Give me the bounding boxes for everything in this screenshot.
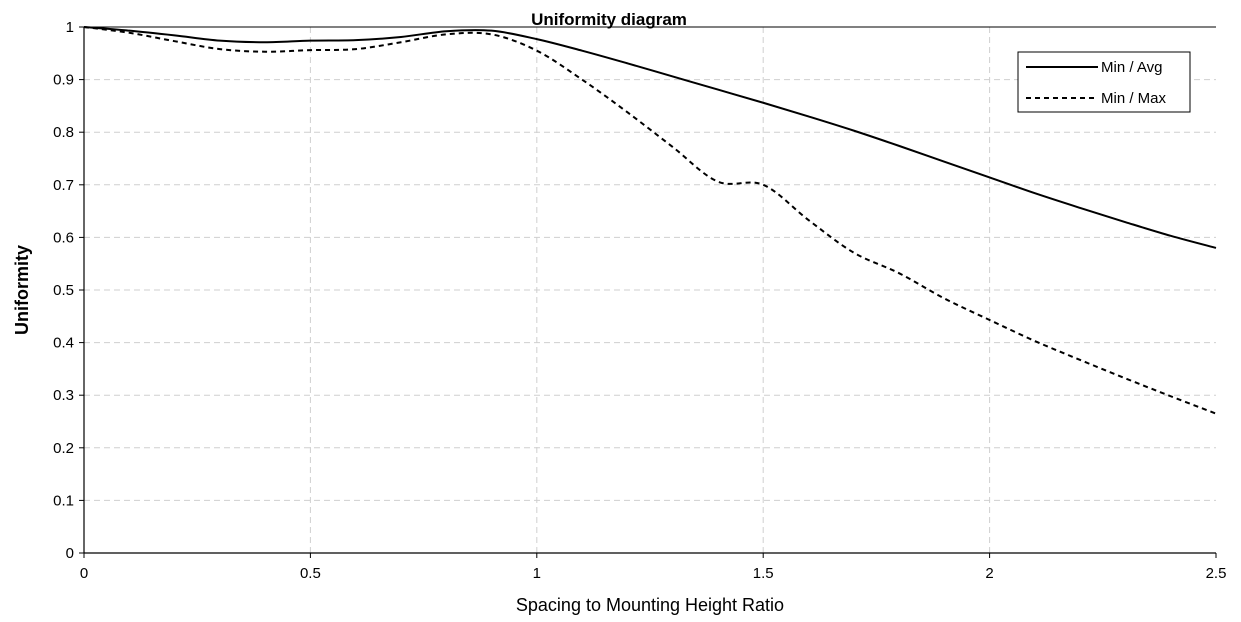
x-ticks: 0 0.5 1 1.5 2 2.5 — [80, 553, 1227, 582]
y-tick-label: 0.1 — [53, 492, 74, 509]
y-tick-label: 0.2 — [53, 440, 74, 457]
y-tick-label: 0.3 — [53, 387, 74, 404]
y-tick-label: 0.7 — [53, 177, 74, 194]
y-tick-label: 0 — [66, 545, 74, 562]
chart-title: Uniformity diagram — [531, 10, 687, 29]
x-tick-label: 1 — [533, 565, 541, 582]
x-tick-label: 2 — [985, 565, 993, 582]
legend-label-min-avg: Min / Avg — [1101, 59, 1162, 76]
x-tick-label: 2.5 — [1206, 565, 1227, 582]
legend: Min / Avg Min / Max — [1017, 51, 1191, 113]
y-tick-label: 0.4 — [53, 335, 74, 352]
x-tick-label: 0.5 — [300, 565, 321, 582]
x-tick-label: 1.5 — [753, 565, 774, 582]
legend-label-min-max: Min / Max — [1101, 90, 1167, 107]
y-tick-label: 0.9 — [53, 72, 74, 89]
legend-box — [1017, 51, 1191, 113]
series-line-min-max — [83, 26, 1217, 415]
series-lines — [83, 26, 1217, 415]
y-ticks: 0 0.1 0.2 0.3 0.4 0.5 0.6 0.7 0.8 0.9 1 — [53, 19, 84, 562]
x-axis-title: Spacing to Mounting Height Ratio — [516, 595, 784, 615]
grid-lines — [84, 27, 1216, 553]
y-tick-label: 0.6 — [53, 229, 74, 246]
y-tick-label: 0.5 — [53, 282, 74, 299]
y-axis-title: Uniformity — [12, 245, 32, 335]
y-tick-label: 1 — [66, 19, 74, 36]
y-tick-label: 0.8 — [53, 124, 74, 141]
series-line-min-avg — [83, 26, 1217, 249]
x-tick-label: 0 — [80, 565, 88, 582]
